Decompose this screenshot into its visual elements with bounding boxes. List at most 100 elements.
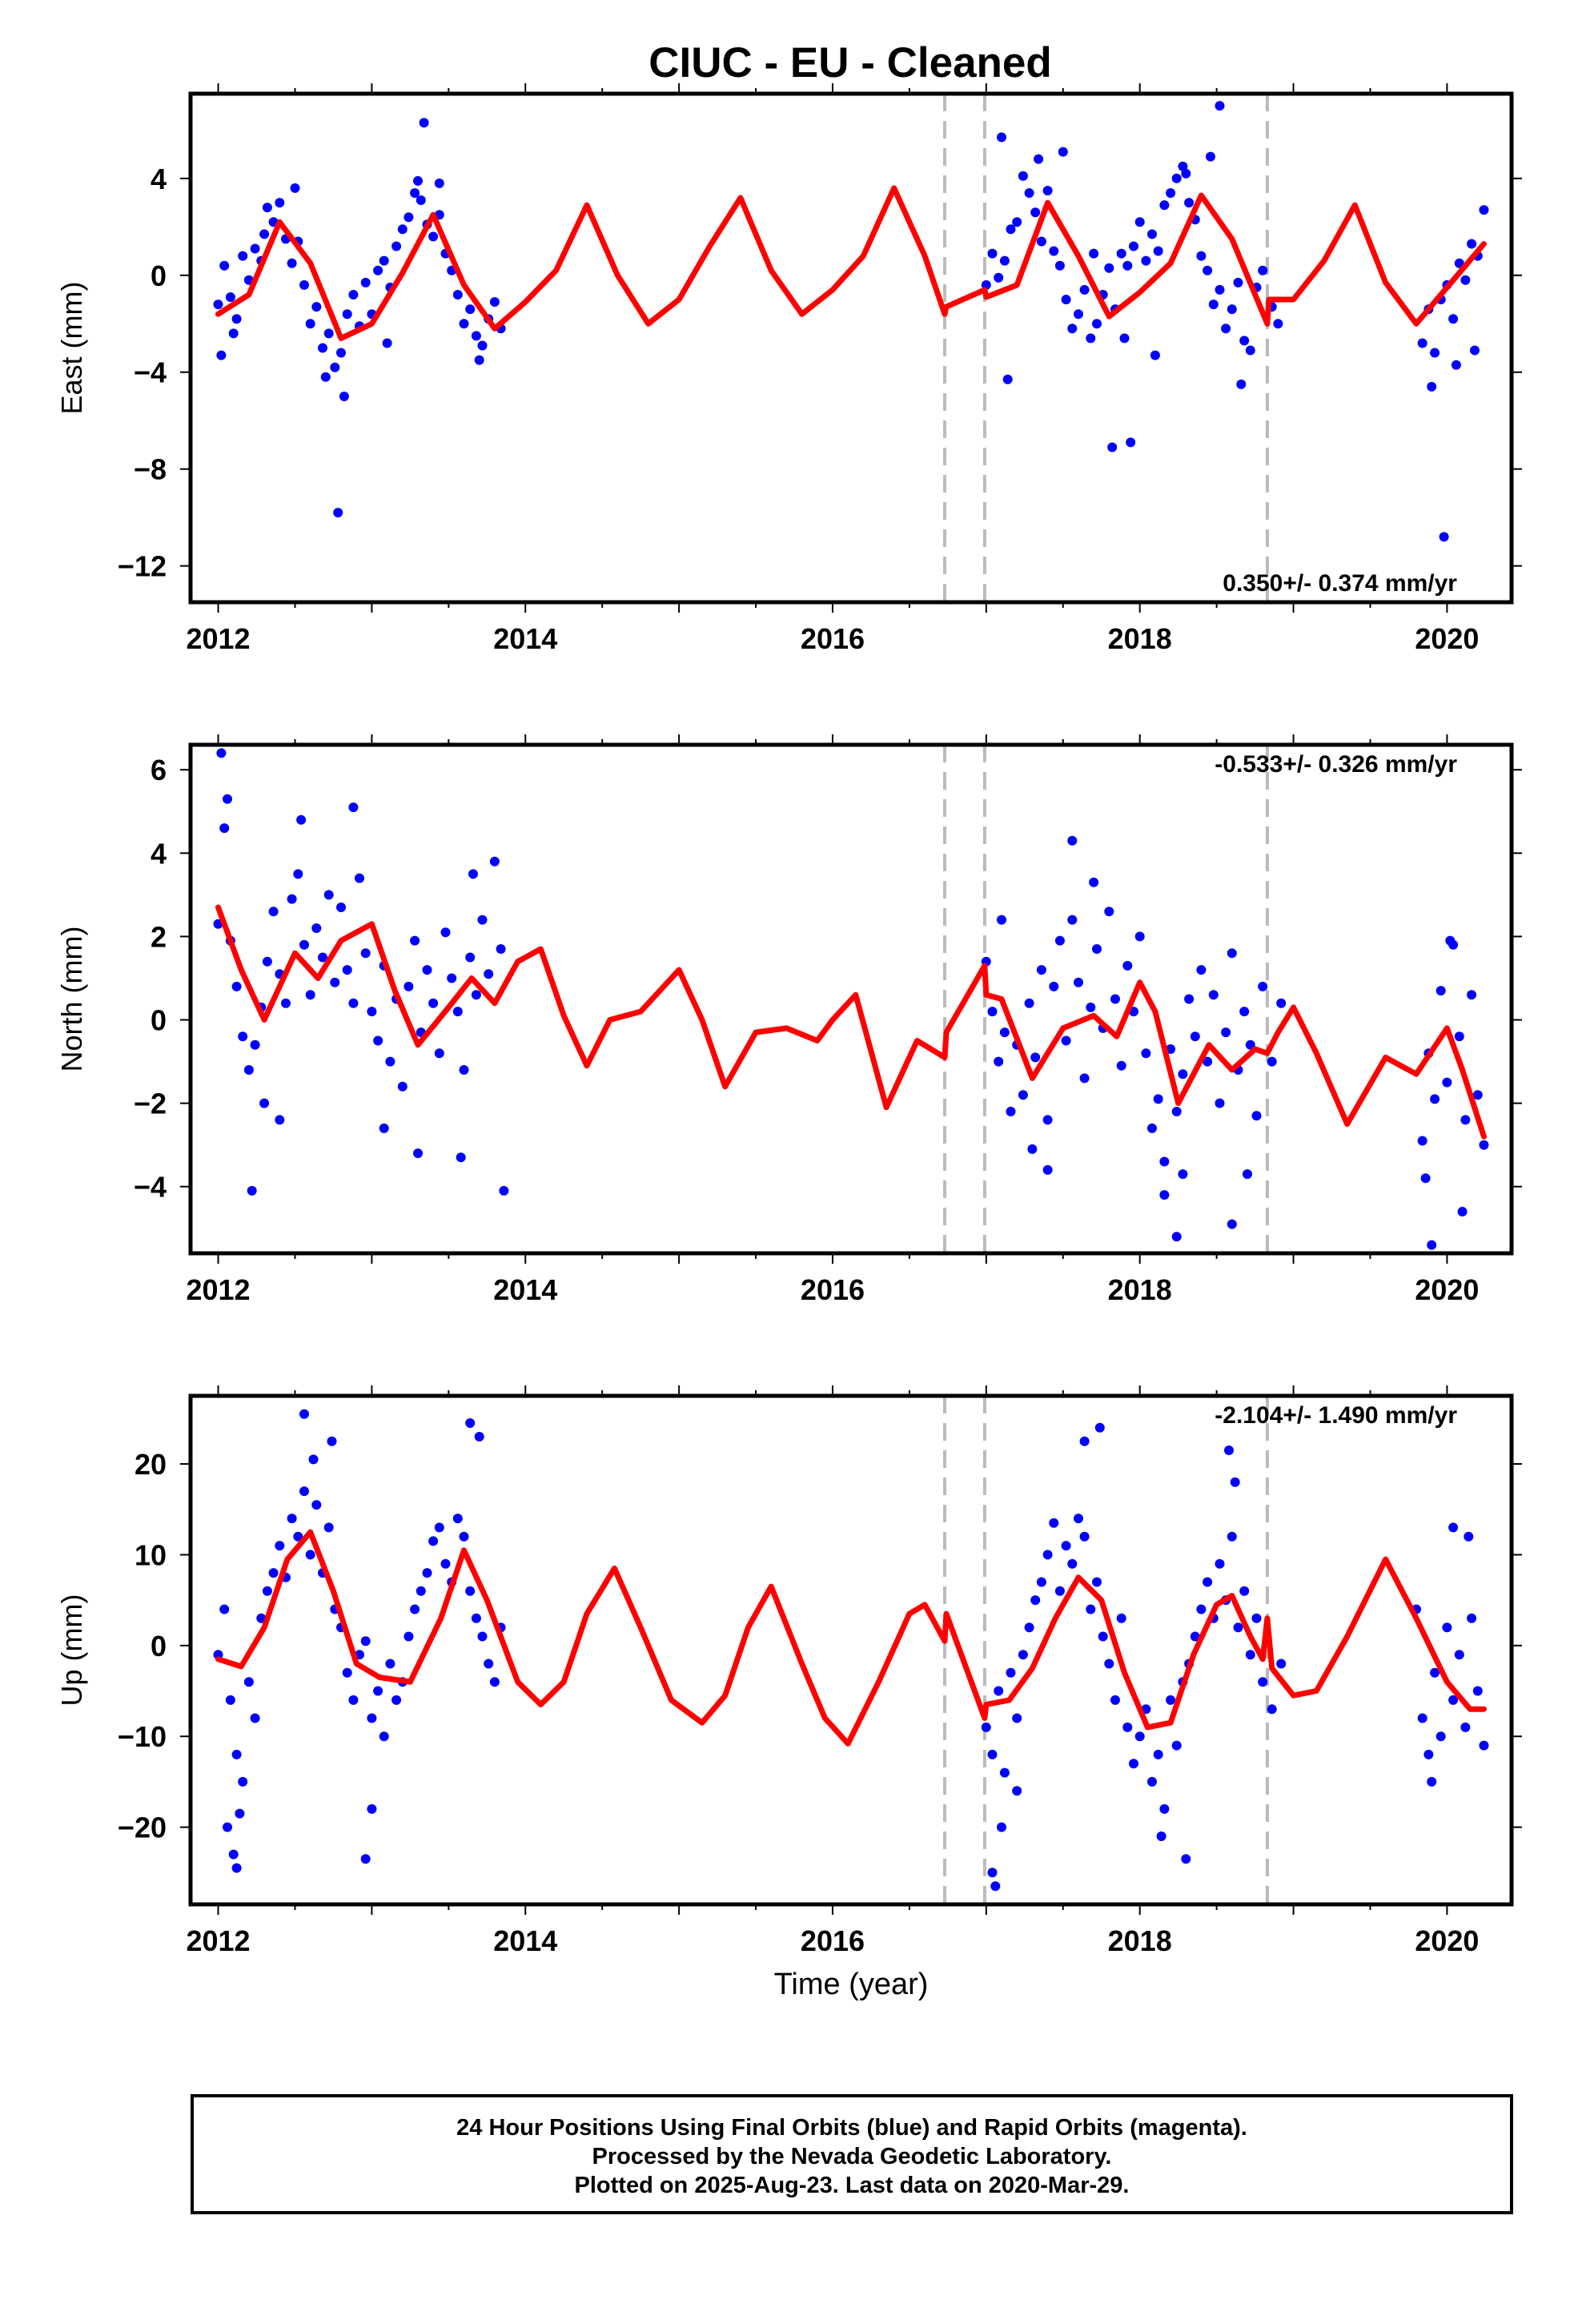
- data-point: [1042, 186, 1053, 195]
- data-point: [1086, 333, 1096, 344]
- y-axis-label: East (mm): [55, 282, 88, 415]
- data-point: [1012, 1786, 1022, 1796]
- data-point: [1153, 246, 1163, 256]
- data-point: [1079, 1073, 1090, 1084]
- data-point: [1129, 1759, 1138, 1769]
- data-point: [1196, 251, 1207, 261]
- data-point: [367, 1007, 377, 1017]
- data-point: [250, 1039, 260, 1050]
- data-point: [471, 990, 481, 1000]
- x-tick-label: 2016: [801, 1924, 865, 1957]
- data-point: [1178, 1169, 1188, 1180]
- data-point: [1006, 1667, 1016, 1678]
- data-point: [1089, 877, 1099, 887]
- data-point: [1067, 324, 1078, 334]
- y-tick-label: −8: [134, 453, 167, 486]
- data-point: [1171, 173, 1182, 183]
- data-point: [243, 1065, 254, 1075]
- points-north: [213, 748, 1489, 1250]
- x-tick-label: 2012: [186, 1924, 250, 1957]
- data-point: [477, 1631, 488, 1642]
- data-point: [1104, 1659, 1114, 1669]
- data-point: [1159, 1803, 1170, 1814]
- data-point: [1079, 284, 1090, 295]
- y-tick-label: 0: [151, 1004, 167, 1037]
- data-point: [1435, 1731, 1446, 1742]
- data-point: [287, 894, 297, 904]
- chart-title: CIUC - EU - Cleaned: [648, 39, 1052, 86]
- data-point: [1147, 1776, 1157, 1787]
- data-point: [250, 1713, 260, 1723]
- data-point: [1251, 1111, 1262, 1121]
- data-point: [216, 748, 227, 758]
- data-point: [987, 248, 998, 259]
- data-point: [348, 290, 359, 300]
- data-point: [373, 1686, 383, 1696]
- data-point: [1258, 1677, 1268, 1687]
- data-point: [459, 319, 469, 329]
- x-tick-label: 2020: [1415, 622, 1479, 655]
- data-point: [1454, 258, 1464, 268]
- data-point: [1122, 960, 1133, 971]
- y-tick-label: −4: [134, 356, 167, 389]
- data-point: [290, 183, 300, 193]
- data-point: [416, 1586, 426, 1596]
- data-point: [1116, 1613, 1126, 1623]
- data-point: [1479, 205, 1489, 215]
- data-point: [1030, 1052, 1041, 1063]
- data-point: [410, 935, 420, 946]
- data-point: [1233, 1622, 1243, 1633]
- data-point: [422, 1568, 432, 1578]
- data-point: [223, 1822, 232, 1832]
- data-point: [987, 1749, 998, 1759]
- data-point: [323, 1522, 334, 1533]
- data-point: [1049, 981, 1059, 991]
- data-point: [1134, 931, 1145, 942]
- data-point: [1417, 1136, 1427, 1146]
- data-point: [1086, 1002, 1096, 1012]
- data-point: [259, 229, 270, 239]
- data-point: [330, 977, 340, 987]
- data-point: [1442, 1077, 1452, 1088]
- data-point: [1002, 374, 1013, 384]
- model-line: [215, 185, 1487, 341]
- data-point: [1018, 171, 1028, 181]
- x-tick-label: 2014: [493, 622, 557, 655]
- data-point: [219, 260, 230, 271]
- data-point: [1156, 1831, 1166, 1841]
- data-point: [1181, 168, 1191, 179]
- model-line: [215, 1529, 1487, 1747]
- data-point: [243, 1677, 254, 1687]
- data-point: [318, 952, 327, 963]
- data-point: [997, 132, 1006, 143]
- data-point: [1221, 324, 1231, 334]
- data-point: [1430, 1667, 1440, 1678]
- data-point: [1110, 1695, 1120, 1705]
- data-point: [1141, 255, 1151, 266]
- points-east: [213, 101, 1489, 542]
- data-point: [238, 1776, 248, 1787]
- x-tick-label: 2018: [1108, 1273, 1172, 1306]
- data-point: [484, 1659, 494, 1669]
- data-point: [489, 297, 500, 307]
- data-point: [231, 1749, 242, 1759]
- data-point: [1221, 1027, 1231, 1038]
- data-point: [1267, 1056, 1277, 1067]
- data-point: [311, 923, 322, 933]
- data-point: [1464, 1531, 1474, 1542]
- data-point: [428, 231, 439, 242]
- data-point: [391, 1695, 402, 1705]
- data-point: [360, 277, 371, 287]
- data-point: [1233, 277, 1243, 287]
- data-point: [1126, 437, 1136, 448]
- data-point: [296, 814, 307, 825]
- data-point: [404, 981, 414, 991]
- data-point: [1239, 336, 1250, 346]
- data-point: [308, 1454, 319, 1465]
- y-tick-label: 4: [151, 163, 167, 195]
- data-point: [1150, 350, 1160, 360]
- y-tick-label: −2: [134, 1088, 167, 1120]
- data-point: [348, 802, 359, 813]
- data-point: [434, 1048, 444, 1059]
